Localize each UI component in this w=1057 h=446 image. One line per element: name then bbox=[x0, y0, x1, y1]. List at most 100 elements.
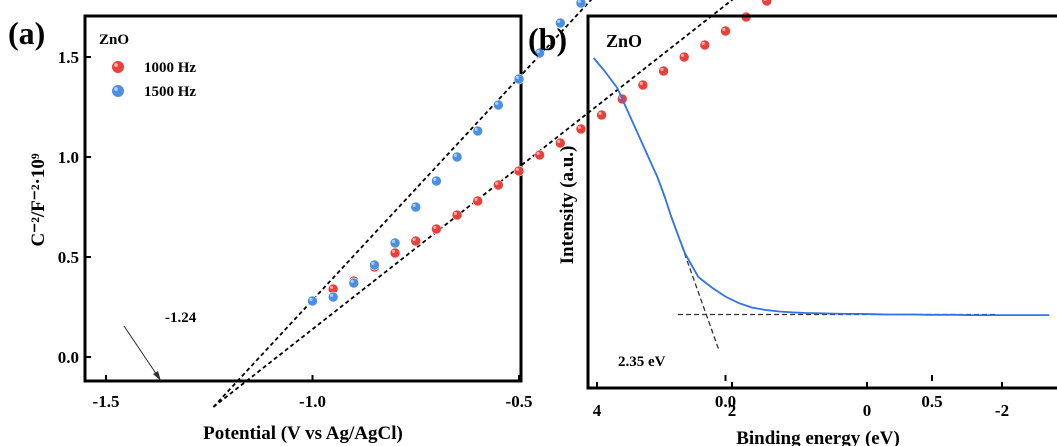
panel-a-ytick-label: 1.5 bbox=[58, 48, 79, 67]
panel-a-point bbox=[534, 149, 545, 161]
panel-a-point bbox=[472, 125, 484, 137]
panel-b-xtick-label: -2 bbox=[995, 401, 1009, 420]
panel-a-point bbox=[451, 151, 463, 163]
panel-a-point bbox=[431, 175, 442, 187]
panel-a-point bbox=[513, 73, 525, 85]
panel-a-point-highlight bbox=[474, 197, 478, 201]
panel-a-legend-marker bbox=[112, 61, 124, 73]
panel-b-fit-line bbox=[657, 177, 720, 350]
panel-a-point-highlight bbox=[474, 127, 478, 131]
panel-a-point-highlight bbox=[639, 81, 643, 85]
panel-a-point-highlight bbox=[598, 111, 602, 115]
panel-a-point-highlight bbox=[660, 67, 664, 71]
panel-a-legend-marker bbox=[112, 85, 124, 97]
panel-a-point bbox=[637, 79, 649, 91]
panel-a-point bbox=[493, 99, 504, 111]
panel-a-point bbox=[410, 201, 422, 213]
panel-b-ticks: 4 2 0 -2 bbox=[593, 382, 1009, 420]
panel-a-point bbox=[575, 0, 587, 9]
panel-a-point-highlight bbox=[391, 239, 396, 243]
panel-a-tag: (a) bbox=[8, 15, 45, 51]
panel-a-point bbox=[699, 39, 711, 51]
panel-a-point-highlight bbox=[495, 101, 499, 105]
panel-a-point-highlight bbox=[536, 151, 540, 155]
panel-b-fit-lines bbox=[657, 177, 996, 350]
panel-b-xlabel: Binding energy (eV) bbox=[736, 428, 900, 446]
panel-b-xtick-label: 0 bbox=[863, 401, 872, 420]
panel-b-curve bbox=[592, 57, 1050, 316]
panel-a-ytick-label: 0.5 bbox=[58, 248, 79, 267]
panel-a-point bbox=[389, 237, 401, 249]
panel-a-point bbox=[369, 259, 380, 271]
panel-a-point-highlight bbox=[577, 0, 581, 3]
panel-a-legend: 1000 Hz 1500 Hz bbox=[112, 60, 196, 100]
panel-a-ylabel: C⁻²/F⁻²·10⁹ bbox=[28, 153, 49, 246]
panel-a-point-highlight bbox=[453, 153, 458, 157]
panel-a-point bbox=[575, 123, 587, 135]
panel-a-xtick-label: -1.0 bbox=[299, 392, 326, 411]
panel-a-point bbox=[389, 247, 401, 259]
panel-a-point bbox=[472, 195, 484, 207]
panel-a-point-highlight bbox=[453, 211, 458, 215]
panel-a-point-highlight bbox=[350, 279, 354, 283]
panel-a-point-highlight bbox=[536, 49, 540, 54]
panel-a-point-highlight bbox=[495, 181, 499, 185]
panel-a-point bbox=[678, 51, 690, 63]
panel-a-point-highlight bbox=[763, 0, 767, 1]
panel-a-point-highlight bbox=[329, 285, 334, 289]
panel-a-sample-label: ZnO bbox=[99, 32, 129, 48]
panel-b-sample-label: ZnO bbox=[606, 31, 642, 51]
panel-a-point-highlight bbox=[433, 225, 437, 229]
panel-b-xtick-label: 4 bbox=[593, 401, 602, 420]
panel-a-point bbox=[327, 291, 339, 303]
panel-a-point bbox=[410, 235, 422, 247]
panel-a-point bbox=[720, 25, 731, 37]
panel-a-point bbox=[493, 179, 504, 191]
panel-b-annotation: 2.35 eV bbox=[618, 354, 666, 370]
panel-a-point-highlight bbox=[557, 19, 561, 23]
panel-a-point bbox=[761, 0, 773, 7]
panel-a-legend-label: 1000 Hz bbox=[144, 60, 196, 76]
panel-a-point-highlight bbox=[722, 27, 726, 31]
panel-a-frame bbox=[83, 14, 523, 383]
panel-a-point bbox=[513, 165, 525, 177]
panel-a-point bbox=[307, 295, 318, 307]
panel-a-point-highlight bbox=[557, 139, 561, 143]
panel-b-series-line bbox=[592, 57, 1050, 316]
panel-a-point-highlight bbox=[371, 261, 375, 265]
panel-a-annotation: -1.24 bbox=[165, 310, 197, 326]
panel-b-xtick-label: 2 bbox=[728, 401, 737, 420]
panel-a-xtick-label: -0.5 bbox=[506, 392, 533, 411]
panel-a-point-highlight bbox=[577, 125, 581, 129]
panel-a-point bbox=[431, 223, 442, 235]
panel-a-xtick-label: 0.0 bbox=[715, 392, 736, 411]
panel-a-point-highlight bbox=[701, 41, 705, 46]
panel-b-tag: (b) bbox=[528, 21, 567, 57]
panel-a-xtick-label: -1.5 bbox=[93, 392, 120, 411]
panel-a-legend-label: 1500 Hz bbox=[144, 84, 196, 100]
panel-a-point-highlight bbox=[433, 177, 437, 181]
panel-a-fit-line bbox=[212, 0, 734, 408]
panel-a-chart: (a) ZnO 1000 Hz 1500 Hz -1.5 -1.0 -0.5 0.0 0.… bbox=[8, 0, 943, 444]
panel-a-point-highlight bbox=[412, 237, 416, 241]
panel-b-ylabel: Intensity (a.u.) bbox=[557, 146, 578, 265]
panel-a-point-highlight bbox=[515, 167, 520, 171]
panel-a-point-highlight bbox=[309, 297, 313, 301]
panel-b-chart: (b) ZnO 4 2 0 -2 2.35 eV Binding energy (eV… bbox=[528, 14, 1057, 446]
panel-a-point-highlight bbox=[412, 203, 416, 207]
panel-a-xlabel: Potential (V vs Ag/AgCl) bbox=[203, 423, 403, 444]
panel-a-legend-marker-highlight bbox=[114, 63, 118, 67]
panel-a-ytick-label: 0.0 bbox=[58, 348, 79, 367]
panel-a-arrow-head bbox=[153, 371, 161, 381]
panel-a-legend-marker-highlight bbox=[114, 87, 118, 91]
panel-a-ytick-label: 1.0 bbox=[58, 148, 79, 167]
panel-a-data-points bbox=[307, 0, 773, 307]
panel-a-point bbox=[658, 65, 669, 77]
panel-a-point-highlight bbox=[391, 249, 396, 253]
panel-b-frame bbox=[586, 14, 1057, 390]
panel-a-fit-line bbox=[212, 0, 593, 408]
panel-a-point-highlight bbox=[515, 75, 520, 79]
panel-a-xtick-label: 0.5 bbox=[921, 392, 942, 411]
panel-a-point bbox=[451, 209, 463, 221]
